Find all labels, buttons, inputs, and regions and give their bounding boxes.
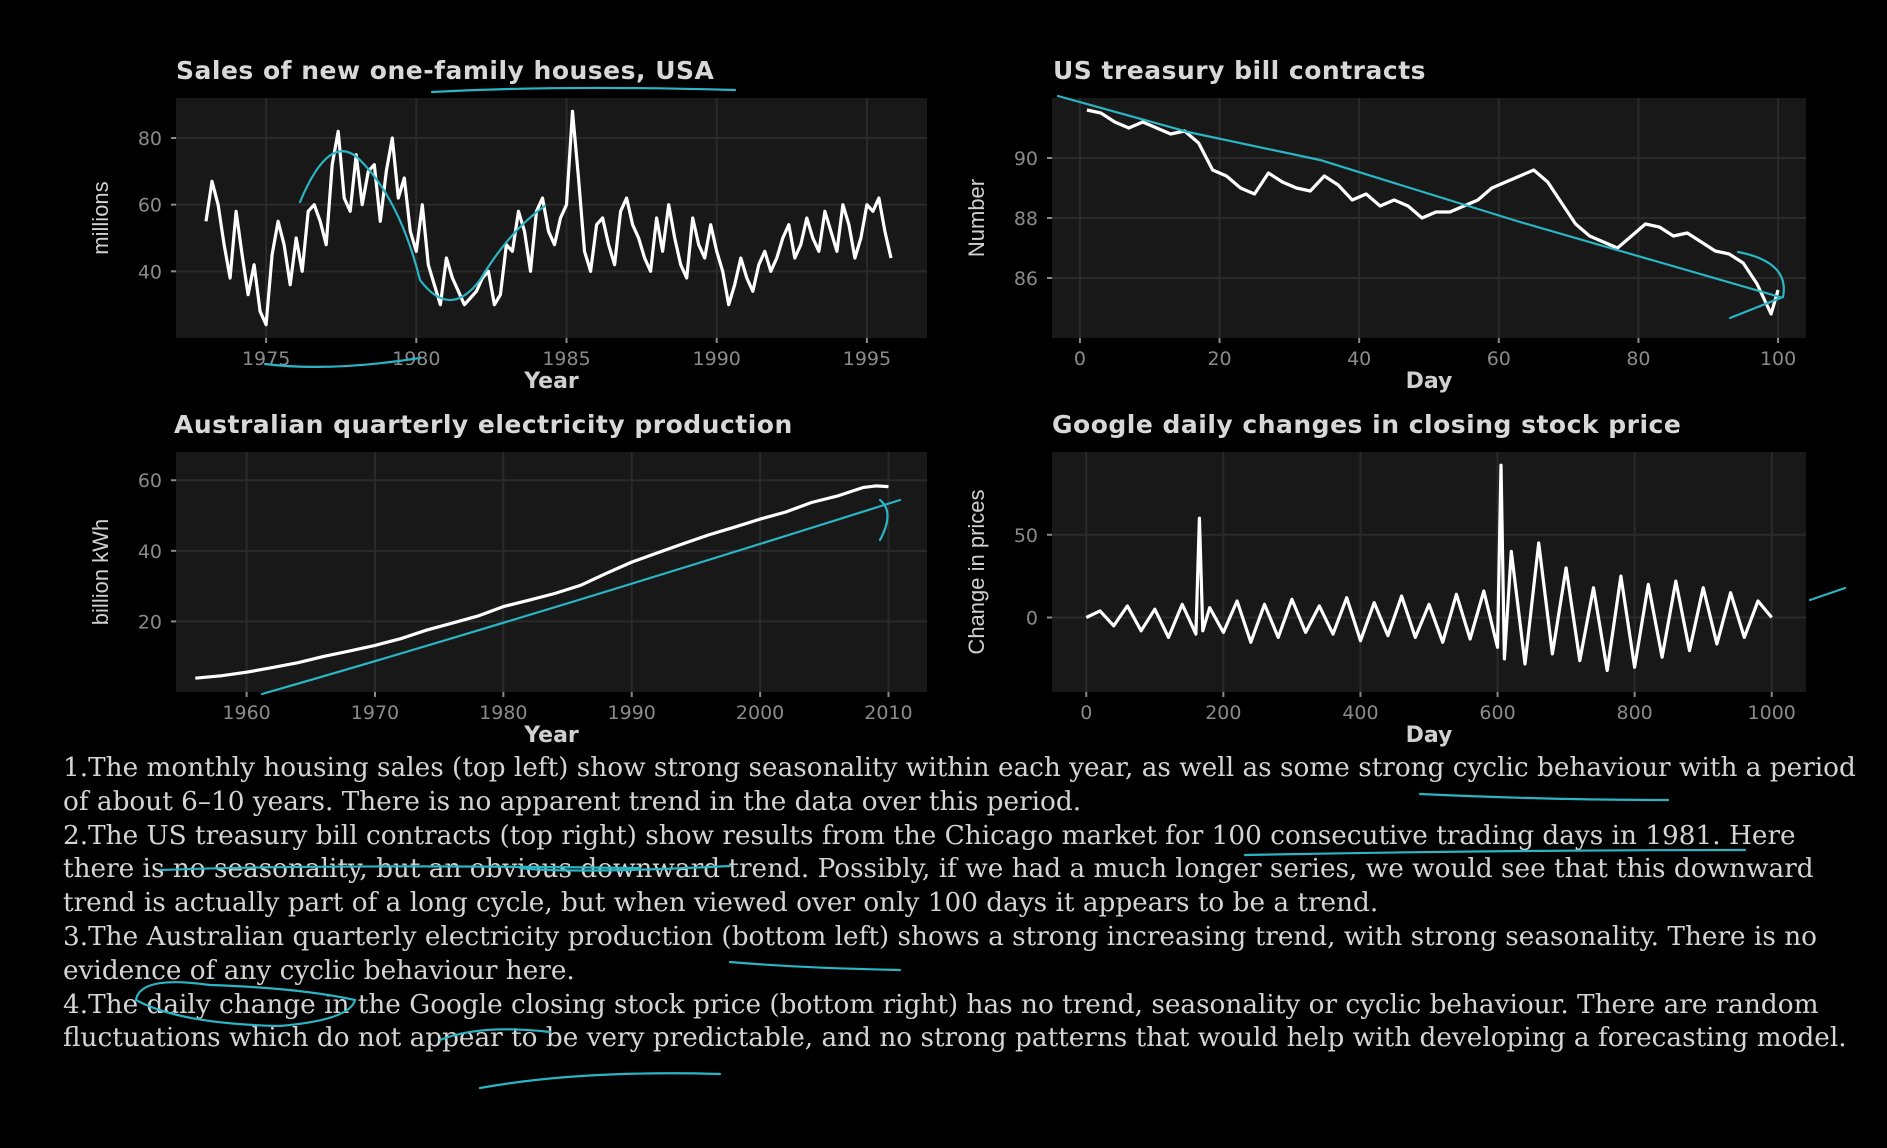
x-tick-label: 100 [1760,348,1796,370]
x-axis-label: Year [523,723,579,748]
note-1: 1.The monthly housing sales (top left) s… [63,753,1856,817]
chart-title: US treasury bill contracts [1053,56,1427,85]
note-4: 4.The daily change in the Google closing… [63,989,1847,1054]
x-tick-label: 800 [1617,702,1653,724]
y-tick-label: 88 [1014,208,1038,230]
x-axis-label: Year [523,369,579,394]
x-tick-label: 200 [1205,702,1241,724]
x-tick-label: 600 [1479,702,1515,724]
plot-background [1052,452,1806,692]
y-axis-label: Number [964,179,989,257]
chart-title: Sales of new one-family houses, USA [176,56,715,85]
y-tick-label: 60 [138,470,162,492]
x-tick-label: 20 [1207,348,1231,370]
x-tick-label: 2010 [864,702,912,724]
x-tick-label: 1990 [693,348,741,370]
chart-title: Australian quarterly electricity product… [174,410,793,439]
notes-text: 1.The monthly housing sales (top left) s… [63,752,1863,1056]
x-tick-label: 1970 [351,702,399,724]
x-tick-label: 1990 [608,702,656,724]
note-2: 2.The US treasury bill contracts (top ri… [63,820,1814,919]
y-tick-label: 60 [138,195,162,217]
x-tick-label: 1960 [222,702,270,724]
x-tick-label: 2000 [736,702,784,724]
y-tick-label: 40 [138,541,162,563]
x-tick-label: 0 [1080,702,1092,724]
x-tick-label: 0 [1074,348,1086,370]
x-tick-label: 1985 [542,348,590,370]
y-tick-label: 80 [138,128,162,150]
x-tick-label: 80 [1626,348,1650,370]
y-axis-label: billion kWh [88,519,113,625]
x-tick-label: 1980 [479,702,527,724]
x-tick-label: 40 [1347,348,1371,370]
x-tick-label: 1000 [1748,702,1796,724]
x-tick-label: 400 [1342,702,1378,724]
y-tick-label: 90 [1014,148,1038,170]
x-axis-label: Day [1406,723,1453,748]
series-line [1085,463,1773,673]
y-axis-label: Change in prices [964,489,989,654]
y-axis-label: millions [88,181,113,254]
x-tick-label: 1995 [843,348,891,370]
y-tick-label: 0 [1026,608,1038,630]
x-axis-label: Day [1406,369,1453,394]
y-tick-label: 50 [1014,525,1038,547]
x-tick-label: 60 [1487,348,1511,370]
y-tick-label: 40 [138,261,162,283]
chart-title: Google daily changes in closing stock pr… [1052,410,1682,439]
note-3: 3.The Australian quarterly electricity p… [63,921,1817,986]
y-tick-label: 20 [138,611,162,633]
y-tick-label: 86 [1014,268,1038,290]
